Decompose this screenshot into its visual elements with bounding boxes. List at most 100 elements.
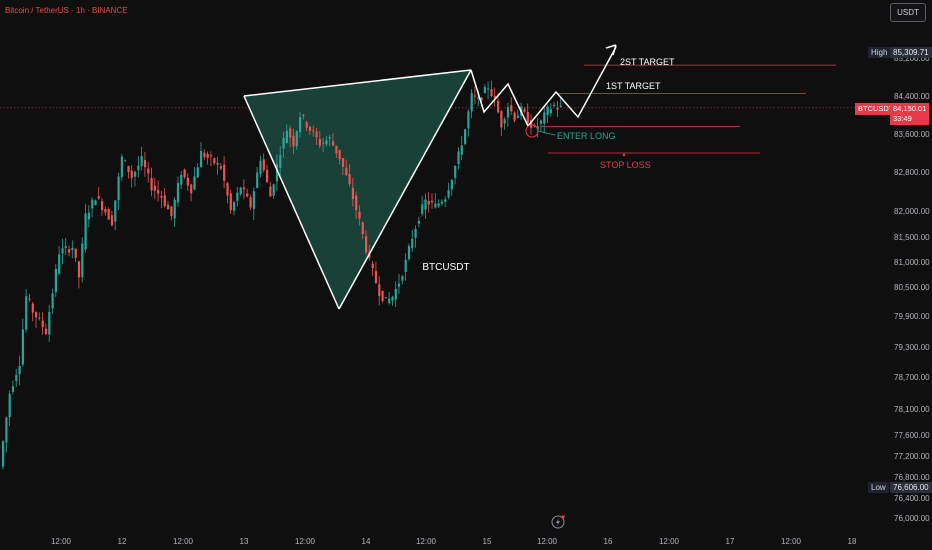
candle-body [124, 160, 127, 162]
candle-body [305, 122, 308, 128]
candle-body [282, 137, 285, 149]
candle-body [490, 88, 493, 97]
candle-body [378, 284, 381, 297]
candle-body [48, 311, 51, 335]
y-tick-label: 81,500.00 [894, 233, 930, 242]
candle-body [176, 183, 180, 203]
candle-body [97, 196, 100, 199]
candle-body [114, 200, 117, 222]
candle-body [223, 164, 226, 181]
candle-body [167, 204, 170, 210]
candle-body [546, 106, 549, 116]
y-tick-label: 78,700.00 [894, 373, 930, 382]
candle-body [427, 200, 430, 205]
candle-body [84, 213, 87, 250]
chart-title: Bitcoin / TetherUS · 1h · BINANCE [5, 6, 128, 15]
candle-body [160, 195, 163, 198]
candle-body [407, 245, 411, 259]
candle-body [186, 177, 189, 186]
y-tick-label: 76,800.00 [894, 473, 930, 482]
x-tick-label: 12:00 [537, 537, 558, 546]
candle-body [249, 197, 252, 208]
candle-body [25, 296, 28, 330]
candle-body [473, 95, 477, 97]
candle-body [236, 192, 239, 201]
candle-body [239, 187, 242, 195]
candle-body [200, 151, 203, 168]
candle-body [229, 193, 232, 211]
currency-button[interactable]: USDT [890, 3, 926, 22]
candle-body [246, 193, 249, 197]
candle-body [256, 172, 259, 188]
candle-body [31, 303, 34, 313]
candle-body [252, 191, 255, 209]
candle-body [424, 199, 427, 210]
y-tick-label: 76,000.00 [894, 514, 930, 523]
candle-body [497, 100, 500, 113]
y-tick-label: 79,900.00 [894, 312, 930, 321]
candle-body [74, 248, 77, 258]
candle-body [272, 184, 275, 196]
level-label-2st-target: 2ST TARGET [620, 57, 675, 67]
current-symbol-badge: BTCUSDT [855, 103, 897, 115]
candle-body [110, 215, 114, 226]
candle-body [345, 167, 348, 176]
lightning-icon [551, 515, 565, 529]
candle-body [308, 126, 312, 131]
candle-body [553, 104, 556, 106]
candle-body [335, 145, 338, 154]
x-tick-label: 12:00 [173, 537, 194, 546]
candle-body [216, 162, 219, 165]
candle-body [18, 366, 21, 375]
pattern-edge [243, 95, 340, 310]
candle-body [384, 297, 387, 299]
pattern-edge [338, 69, 472, 310]
candle-body [394, 288, 397, 300]
y-tick-label: 77,600.00 [894, 431, 930, 440]
symbol-label: BTCUSDT [422, 262, 469, 273]
candle-body [388, 298, 391, 304]
candle-body [464, 129, 467, 144]
candle-body [54, 268, 57, 293]
candle-body [137, 165, 140, 171]
candle-body [180, 174, 183, 185]
candle-body [467, 111, 470, 129]
candle-body [140, 156, 143, 166]
countdown-value: 33:49 [893, 114, 912, 123]
candle-body [487, 88, 490, 90]
pattern-triangle [244, 70, 471, 309]
candle-body [365, 236, 368, 253]
x-tick-label: 16 [604, 537, 613, 546]
candle-body [213, 158, 216, 164]
y-tick-label: 81,000.00 [894, 258, 930, 267]
candle-body [414, 228, 417, 238]
candle-body [242, 187, 246, 190]
candle-body [480, 97, 483, 101]
candle-body [371, 263, 374, 268]
candle-body [447, 190, 450, 198]
candle-body [170, 206, 173, 217]
candle-body [391, 296, 394, 301]
candle-body [374, 271, 378, 283]
candle-body [61, 248, 64, 254]
low-value: 76,606.00 [890, 482, 932, 493]
candle-body [259, 160, 262, 174]
projection-arrowhead [605, 44, 617, 56]
y-tick-label: 79,300.00 [894, 343, 930, 352]
pattern-lines [243, 69, 472, 310]
level-label-1st-target: 1ST TARGET [606, 81, 661, 91]
candle-body [434, 203, 437, 208]
candle-body [477, 97, 480, 100]
candle-body [431, 200, 434, 203]
candle-body [332, 141, 335, 146]
current-price-badge: 84,150.01 33:49 [890, 103, 930, 125]
candle-body [269, 186, 272, 197]
candle-body [454, 165, 457, 178]
y-tick-label: 85,200.00 [894, 54, 930, 63]
candle-body [11, 386, 15, 392]
candle-body [404, 259, 407, 272]
candle-body [312, 130, 315, 132]
candle-body [289, 128, 292, 138]
y-axis: 85,200.00 84,400.00 83,600.00 82,800.00 82,0… [894, 54, 930, 523]
